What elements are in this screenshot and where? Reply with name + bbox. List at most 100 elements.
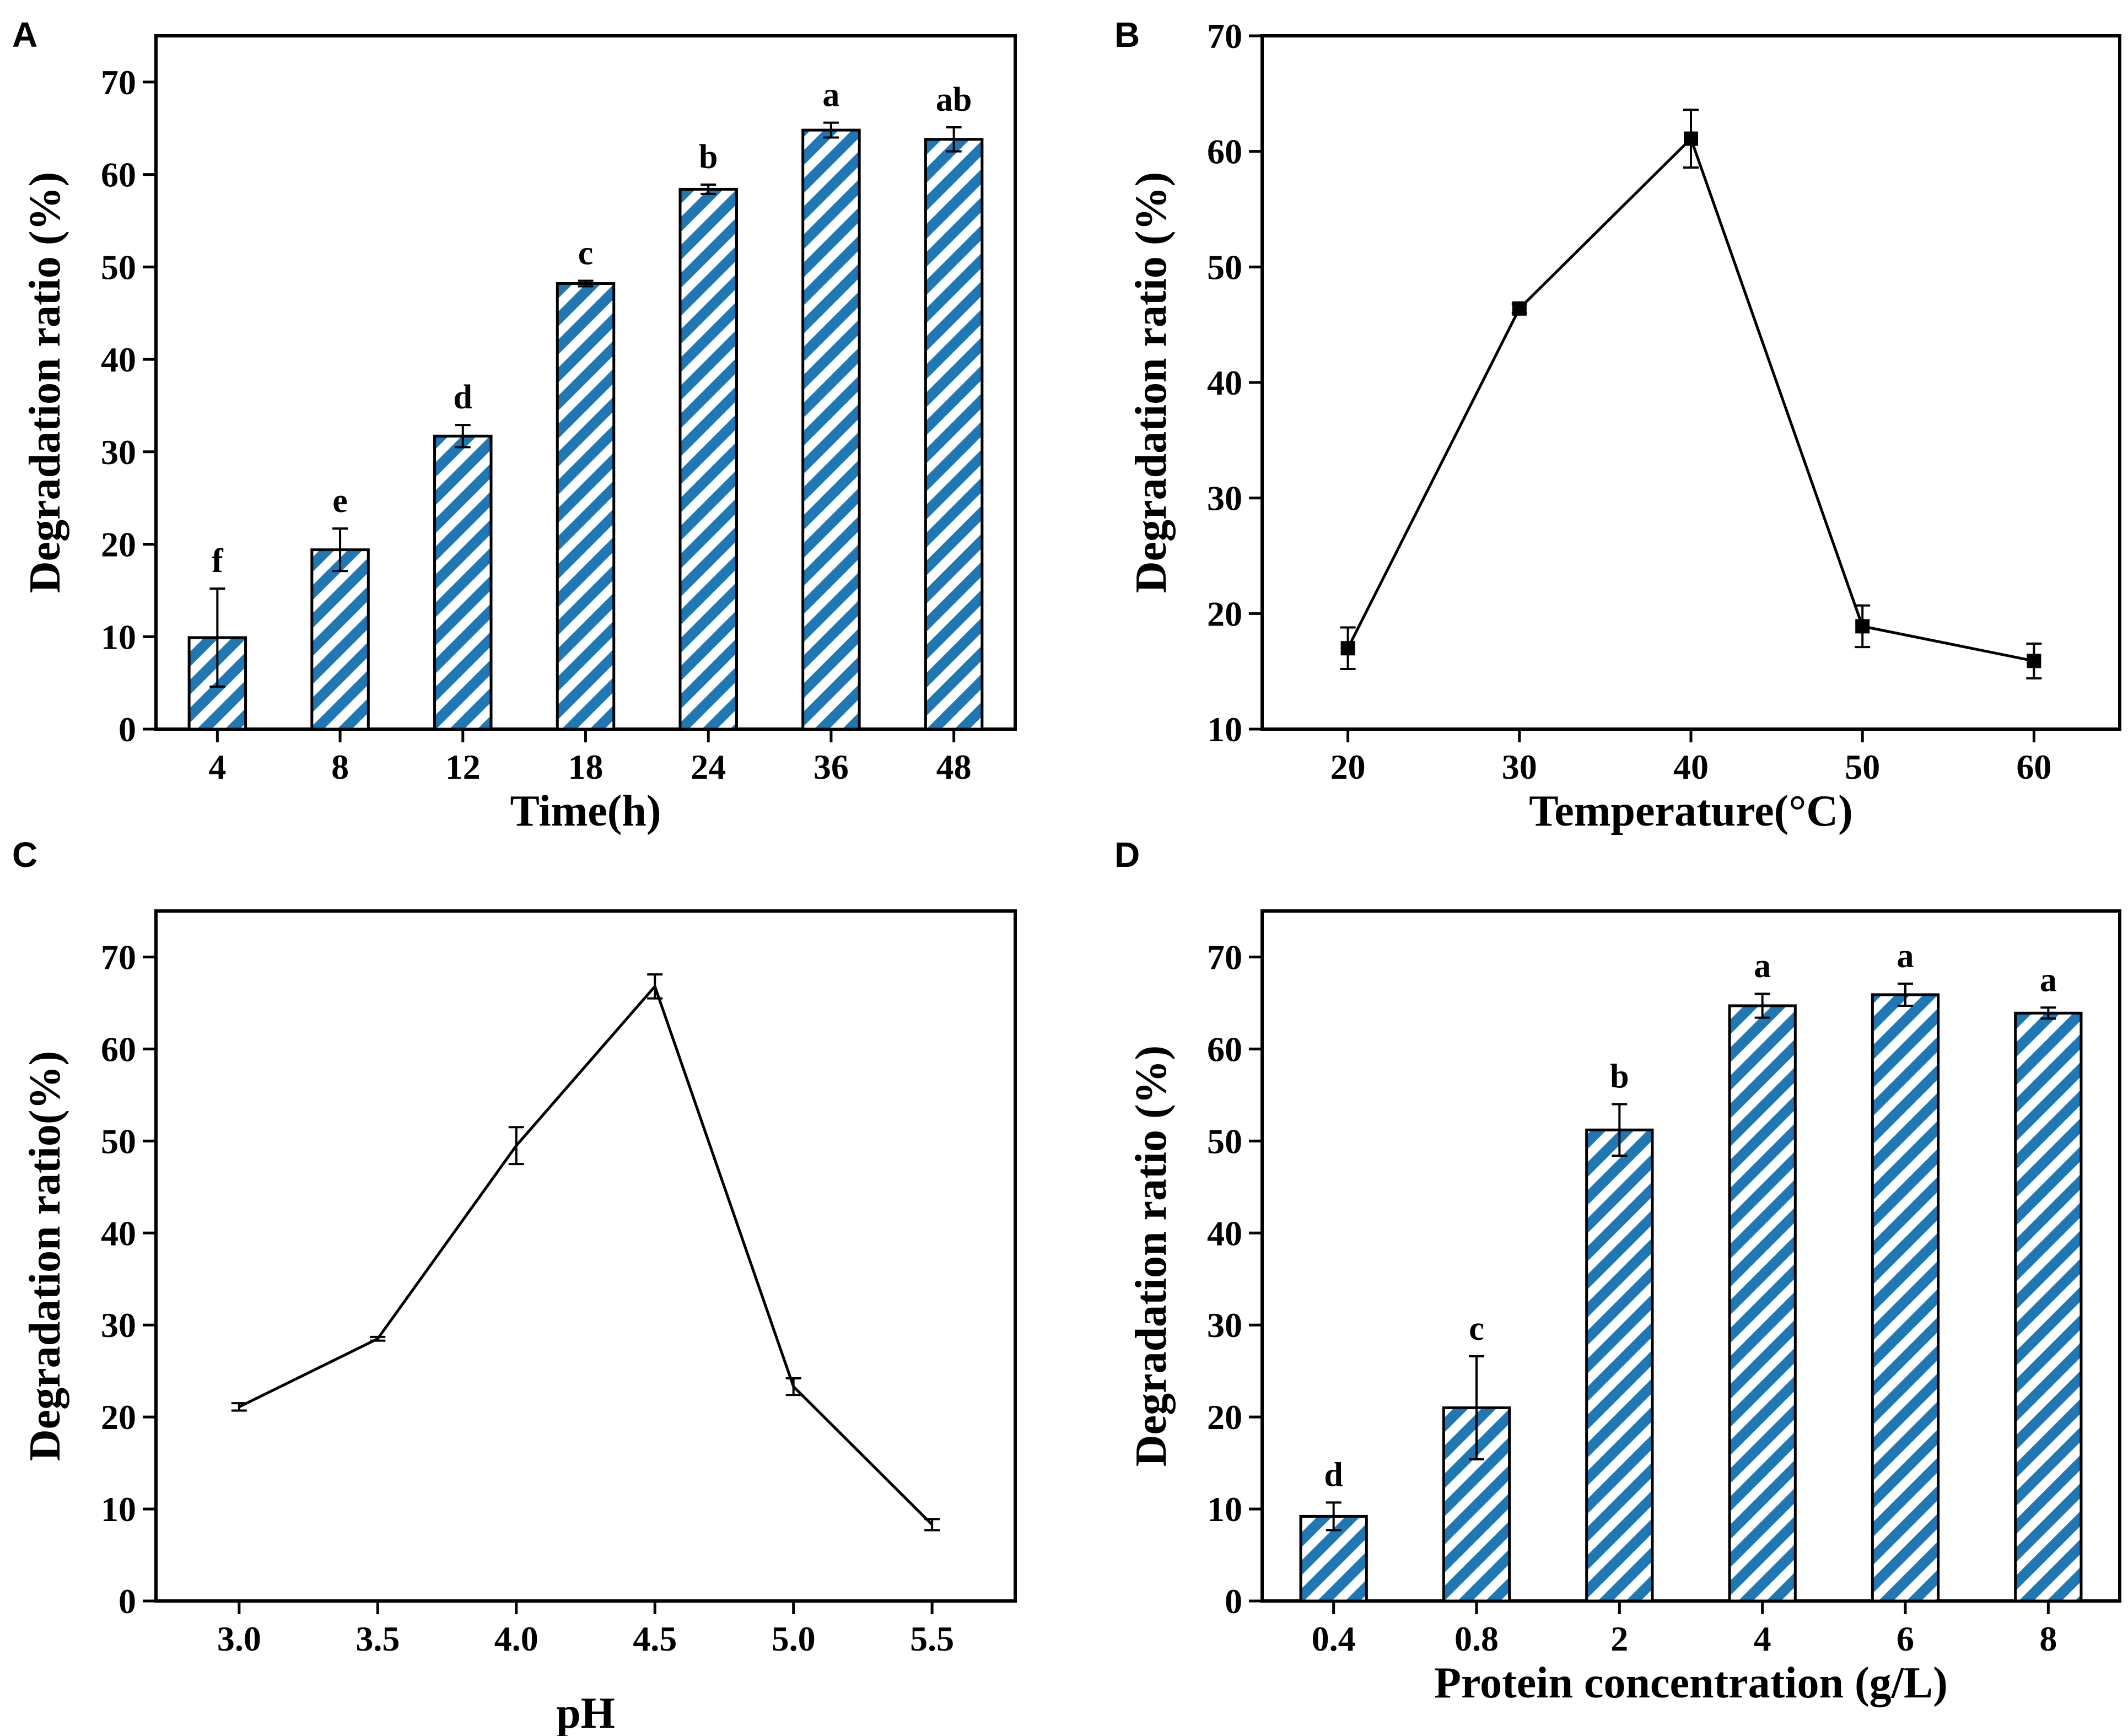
significance-label: c — [578, 234, 594, 272]
y-tick-label: 20 — [101, 525, 136, 564]
panel-c: C 0 10 20 30 40 50 60 70 3.0 3.5 4.0 4.5 5.0 5.5 pH Degr… — [12, 835, 1017, 1736]
series-line — [238, 984, 933, 1526]
y-axis-title: Degradation ratio (%) — [1127, 172, 1176, 593]
bar-8 — [2014, 1011, 2083, 1603]
x-axis-title: pH — [556, 1689, 615, 1736]
y-tick-label: 40 — [1207, 1214, 1242, 1253]
y-tick-label: 60 — [101, 155, 136, 195]
y-tick-label: 20 — [1207, 594, 1242, 633]
panel-letter: B — [1114, 15, 1140, 55]
x-tick-label: 4 — [208, 747, 226, 786]
significance-label: c — [1469, 1310, 1484, 1347]
x-tick-label: 0.4 — [1312, 1619, 1356, 1658]
x-axis-title: Protein concentration (g/L) — [1434, 1659, 1948, 1707]
x-tick-label: 8 — [331, 747, 349, 786]
bar-2 — [1585, 1128, 1654, 1603]
x-tick-label: 20 — [1330, 747, 1366, 786]
x-tick-label: 48 — [936, 747, 972, 786]
x-tick-label: 5.5 — [910, 1619, 954, 1658]
y-tick-label: 50 — [1207, 1122, 1242, 1161]
panel-b: B 10 20 30 40 50 60 70 20 30 40 50 60 Temperature(°C)… — [1114, 15, 2121, 835]
x-tick-label: 18 — [568, 747, 604, 786]
y-tick-label: 40 — [1207, 363, 1242, 402]
bar-6 — [1871, 993, 1940, 1603]
significance-label: a — [2040, 961, 2057, 999]
x-tick-label: 36 — [814, 747, 849, 786]
panel-letter: A — [12, 15, 37, 55]
y-tick-label: 30 — [1207, 479, 1242, 518]
x-tick-label: 2 — [1610, 1619, 1628, 1658]
y-tick-label: 40 — [101, 340, 136, 379]
bar-8 — [310, 548, 370, 731]
y-tick-label: 50 — [1207, 247, 1242, 287]
series-line — [1346, 136, 2034, 662]
x-tick-label: 5.0 — [772, 1619, 816, 1658]
x-tick-label: 0.8 — [1454, 1619, 1499, 1658]
significance-label: d — [1324, 1456, 1343, 1494]
y-tick-label: 70 — [1207, 17, 1242, 56]
bar-4 — [1728, 1004, 1797, 1603]
x-tick-label: 8 — [2039, 1619, 2057, 1658]
y-tick-label: 50 — [101, 1122, 136, 1161]
y-tick-label: 20 — [1207, 1398, 1242, 1437]
bar-36 — [801, 128, 861, 731]
y-tick-label: 50 — [101, 247, 136, 287]
y-tick-label: 70 — [1207, 937, 1242, 977]
significance-label: a — [1754, 947, 1771, 985]
y-tick-label: 10 — [101, 1490, 136, 1529]
significance-label: a — [822, 77, 839, 114]
significance-label: b — [699, 138, 718, 176]
significance-label: b — [1610, 1058, 1629, 1096]
x-tick-label: 3.0 — [217, 1619, 261, 1658]
y-tick-label: 10 — [101, 617, 136, 656]
bar-48 — [924, 138, 984, 731]
plot-frame — [154, 909, 1017, 1603]
x-tick-label: 24 — [691, 747, 726, 786]
significance-label: d — [454, 379, 472, 416]
x-tick-label: 4 — [1754, 1619, 1771, 1658]
y-tick-label: 60 — [101, 1029, 136, 1069]
x-tick-label: 4.5 — [633, 1619, 677, 1658]
x-tick-label: 40 — [1673, 747, 1709, 786]
y-tick-label: 0 — [1225, 1582, 1242, 1621]
y-tick-label: 10 — [1207, 710, 1242, 749]
significance-label: ab — [936, 81, 972, 118]
y-tick-label: 30 — [101, 433, 136, 472]
significance-label: a — [1897, 937, 1914, 975]
data-point — [1684, 131, 1698, 146]
y-tick-label: 30 — [1207, 1306, 1242, 1345]
plot-frame — [1260, 909, 2121, 1603]
bar-18 — [556, 282, 616, 731]
y-tick-label: 40 — [101, 1214, 136, 1253]
y-tick-label: 30 — [101, 1306, 136, 1345]
y-tick-label: 70 — [101, 937, 136, 977]
y-tick-label: 60 — [1207, 132, 1242, 171]
x-tick-label: 60 — [2016, 747, 2051, 786]
y-axis-title: Degradation ratio(%) — [21, 1051, 69, 1461]
x-tick-label: 4.0 — [494, 1619, 538, 1658]
data-point — [1855, 619, 1870, 634]
y-tick-label: 60 — [1207, 1029, 1242, 1069]
x-tick-label: 12 — [445, 747, 481, 786]
y-tick-label: 0 — [118, 1582, 136, 1621]
panel-d: D 0 10 20 30 40 50 60 70 0.4 0.8 2 4 6 8 Protein concen… — [1114, 835, 2121, 1707]
y-axis-title: Degradation ratio (%) — [21, 172, 69, 593]
x-tick-label: 50 — [1845, 747, 1880, 786]
bar-24 — [678, 187, 738, 731]
bar-12 — [433, 434, 493, 731]
y-axis-title: Degradation ratio (%) — [1127, 1045, 1176, 1467]
y-tick-label: 0 — [118, 710, 136, 749]
panel-letter: C — [12, 835, 37, 875]
x-tick-label: 30 — [1502, 747, 1537, 786]
y-tick-label: 10 — [1207, 1490, 1242, 1529]
panel-letter: D — [1114, 835, 1140, 875]
x-axis-title: Temperature(°C) — [1529, 787, 1852, 835]
y-tick-label: 20 — [101, 1398, 136, 1437]
y-tick-label: 70 — [101, 63, 136, 102]
significance-label: e — [332, 482, 348, 520]
x-axis-title: Time(h) — [510, 787, 661, 835]
data-point — [1340, 641, 1355, 656]
data-point — [1512, 301, 1527, 316]
